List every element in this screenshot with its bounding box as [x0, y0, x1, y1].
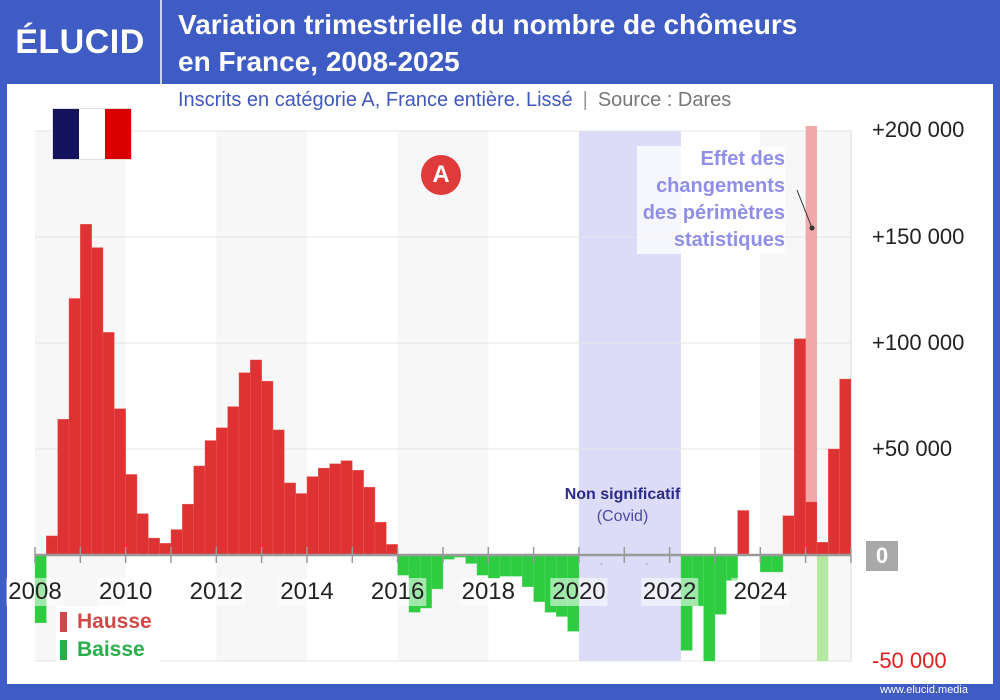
bar-hausse [182, 503, 194, 556]
bar-hausse [148, 537, 160, 556]
bar-hausse [204, 440, 217, 556]
bar-hausse [363, 486, 376, 556]
subtitle-text: Inscrits en catégorie A, France entière.… [178, 89, 573, 111]
annotation-leader-dot [809, 225, 815, 231]
x-tick-label: 2014 [278, 578, 336, 606]
bar-hausse [102, 332, 115, 556]
legend-swatch [60, 640, 67, 660]
bar-hausse [261, 380, 274, 556]
covid-note: Non significatif (Covid) [530, 484, 715, 528]
title-line-2: en France, 2008-2025 [178, 46, 460, 77]
bar-hausse [352, 470, 364, 556]
legend-label: Hausse [77, 610, 152, 633]
legend-label: Baisse [77, 638, 145, 661]
bar-hausse [125, 474, 138, 556]
bar-hausse [782, 515, 795, 556]
bar-hausse [68, 298, 81, 556]
bar-hausse [216, 427, 228, 556]
legend-item-hausse: Hausse [60, 608, 152, 636]
bar-baisse [397, 554, 410, 576]
subtitle: Inscrits en catégorie A, France entière.… [178, 89, 731, 112]
covid-point [600, 563, 603, 565]
bar-hausse [816, 542, 829, 556]
page-title: Variation trimestrielle du nombre de chô… [178, 6, 797, 80]
note-line: Effet des [700, 148, 785, 170]
bar-baisse [714, 554, 727, 615]
covid-point [646, 563, 648, 565]
title-line-1: Variation trimestrielle du nombre de chô… [178, 9, 798, 40]
note-line: changements [656, 175, 785, 197]
bar-hausse [57, 419, 70, 556]
bar-baisse [760, 554, 772, 573]
note-line: statistiques [673, 229, 785, 251]
bar-hausse [295, 493, 308, 556]
bar-hausse [114, 408, 126, 556]
perimeter-effect-bar-down [816, 555, 829, 661]
bar-hausse [318, 467, 330, 556]
bar-hausse [272, 429, 285, 556]
bar-baisse [431, 554, 444, 590]
covid-subnote: (Covid) [596, 508, 649, 525]
bar-hausse [386, 544, 398, 556]
x-tick-label: 2010 [96, 578, 155, 606]
bar-baisse [510, 554, 523, 577]
bar-hausse [828, 448, 840, 556]
separator: | [582, 89, 588, 111]
badge-a: A [421, 155, 461, 195]
legend: Hausse Baisse [56, 606, 160, 666]
bar-baisse [522, 554, 534, 587]
annotation-leader-line [796, 189, 813, 229]
footer-url: www.elucid.media [879, 684, 968, 696]
bar-hausse [250, 359, 262, 556]
perimeter-effect-bar-up [805, 126, 817, 555]
bar-baisse [499, 554, 512, 577]
bar-hausse [91, 247, 104, 556]
bar-baisse [476, 554, 489, 576]
bar-hausse [329, 463, 342, 556]
note-line: des périmètres [642, 202, 785, 224]
legend-swatch [60, 612, 67, 632]
bar-hausse [284, 482, 296, 556]
bar-hausse [839, 378, 852, 556]
bar-baisse [726, 554, 738, 581]
bar-hausse [170, 529, 183, 556]
bar-hausse [80, 224, 92, 556]
y-tick-label: +150 000 [872, 224, 965, 249]
bar-hausse [227, 406, 240, 556]
bar-hausse [46, 535, 58, 556]
bar-hausse [136, 513, 149, 556]
bar-hausse [340, 460, 353, 556]
bar-hausse [193, 465, 206, 556]
legend-item-baisse: Baisse [60, 636, 152, 664]
bar-baisse [703, 554, 716, 662]
bar-hausse [159, 543, 172, 556]
x-tick-label: 2022 [640, 578, 699, 606]
bar-hausse [805, 501, 818, 556]
elucid-logo: ÉLUCID [0, 0, 162, 84]
bar-baisse [771, 554, 784, 573]
y-tick-label: +200 000 [872, 117, 965, 142]
y-tick-label: +100 000 [872, 330, 965, 355]
bar-hausse [794, 338, 806, 556]
x-tick-label: 2020 [550, 578, 608, 606]
x-tick-label: 2018 [459, 578, 517, 606]
perimeter-effect-note: Effet des changements des périmètres sta… [636, 146, 785, 254]
y-tick-label-zero: 0 [866, 541, 898, 571]
y-tick-label: -50 000 [872, 648, 947, 673]
bar-hausse [238, 372, 251, 556]
bar-baisse [488, 554, 500, 579]
france-flag-icon [52, 108, 132, 160]
covid-title: Non significatif [564, 486, 681, 503]
bar-baisse [465, 554, 478, 564]
bar-hausse [374, 521, 387, 556]
bar-hausse [737, 510, 750, 556]
y-tick-label: +50 000 [872, 436, 953, 461]
bar-baisse [533, 554, 546, 602]
x-tick-label: 2016 [368, 578, 427, 606]
x-tick-label: 2024 [731, 578, 789, 606]
bar-hausse [306, 476, 319, 556]
x-tick-label: 2008 [6, 578, 64, 606]
source: Source : Dares [597, 89, 732, 111]
x-tick-label: 2012 [187, 578, 246, 606]
